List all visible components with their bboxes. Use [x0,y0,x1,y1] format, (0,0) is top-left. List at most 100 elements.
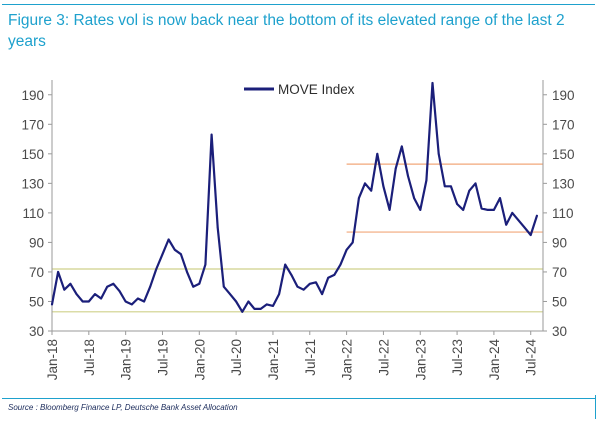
data-point [523,226,526,229]
data-point [517,219,520,222]
data-point [210,133,213,136]
y-tick-label-right: 30 [552,324,567,339]
y-tick-label-left: 130 [21,176,44,191]
x-tick-label: Jul-20 [229,339,244,376]
reference-lines [52,163,543,313]
data-point [247,300,250,303]
data-point [315,281,317,284]
data-point [75,293,78,295]
y-tick-label-right: 130 [552,176,575,191]
data-point [161,253,164,256]
data-point [112,282,115,285]
top-rule [2,4,595,5]
data-point [443,185,446,188]
data-point [468,189,471,192]
x-tick-label: Jan-23 [413,339,428,380]
data-point [327,276,330,279]
x-tick-label: Jul-22 [376,339,391,376]
figure-title: Figure 3: Rates vol is now back near the… [8,12,565,50]
x-tick-label: Jul-24 [524,339,539,376]
data-point [437,152,440,155]
data-point [382,185,385,188]
data-point [296,285,299,288]
data-point [493,209,495,211]
data-point [511,211,514,214]
data-point [192,285,195,288]
x-tick-label: Jan-20 [192,339,207,380]
y-tick-label-left: 90 [29,235,44,250]
data-point [137,297,139,300]
data-point [179,253,182,256]
data-point [480,207,483,210]
data-point [462,209,465,211]
data-point [155,268,158,270]
chart-axes: 30 50 70 90 110 130 150 170 190 30 50 70 90 110 130 150… [21,80,575,381]
data-point [290,273,293,276]
data-point [370,189,373,192]
data-point [167,238,170,241]
data-point [425,179,428,182]
x-tick-label: Jul-23 [450,339,465,376]
x-tick-label: Jan-24 [487,339,502,381]
data-point [419,209,422,211]
data-point [81,300,84,303]
y-tick-label-left: 50 [29,294,44,309]
data-point [486,209,489,211]
data-point [278,293,280,295]
data-point [94,293,96,295]
data-point [394,167,397,170]
data-point [321,293,323,295]
data-point [499,197,501,200]
data-point [204,263,207,266]
data-point [186,271,188,273]
y-tick-label-right: 170 [552,117,575,132]
data-point [63,288,66,291]
data-point [149,285,152,288]
data-point [216,226,219,229]
data-point [69,282,72,285]
data-point [400,145,403,148]
x-tick-label: Jul-21 [303,339,318,376]
data-point [388,209,391,211]
data-point [106,285,109,288]
data-point [450,185,452,188]
data-point [308,282,311,285]
y-tick-label-right: 110 [552,206,574,221]
data-point [431,82,434,84]
data-point [535,214,538,217]
y-tick-label-left: 30 [29,324,44,339]
data-point [364,182,366,185]
data-point [376,152,379,155]
data-point [259,307,262,310]
y-tick-label-right: 150 [552,147,575,162]
data-point [333,273,336,276]
y-tick-label-right: 70 [552,265,567,280]
data-point [235,300,238,303]
data-point [456,203,458,205]
data-point [272,305,274,307]
x-tick-label: Jan-19 [119,339,134,380]
corner-rule [595,395,596,419]
x-tick-label: Jan-21 [266,339,281,380]
data-point [302,288,305,291]
data-point [474,182,477,185]
data-point [143,300,145,303]
data-point [265,303,268,306]
y-tick-label-left: 110 [22,206,44,221]
x-tick-label: Jan-18 [45,339,60,380]
data-point [198,282,201,285]
series-line-move-index [50,81,539,313]
data-point [229,293,231,295]
y-tick-label-left: 70 [29,265,44,280]
data-point [130,303,133,306]
bottom-rule [2,398,595,399]
data-point [505,223,508,226]
data-point [253,307,256,310]
data-point [57,271,60,273]
data-point [351,241,354,244]
y-tick-label-right: 50 [552,294,567,309]
data-point [87,300,90,303]
y-tick-label-left: 150 [21,147,44,162]
data-point [339,263,342,266]
